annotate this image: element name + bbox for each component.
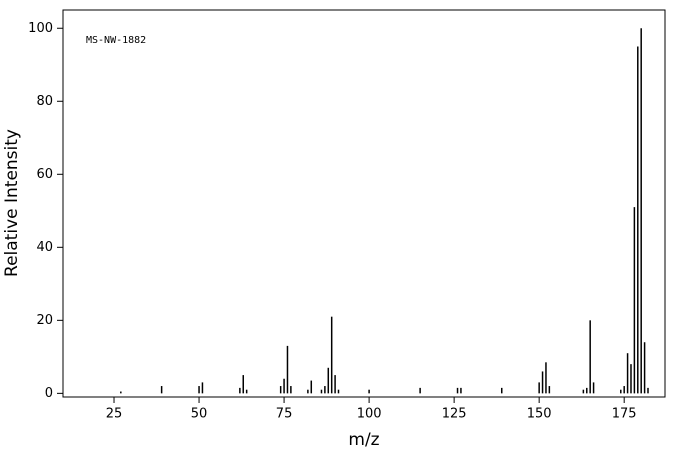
x-tick-label: 100	[357, 407, 382, 422]
x-tick-label: 50	[191, 407, 208, 422]
y-tick-label: 80	[36, 94, 53, 109]
x-tick-label: 25	[106, 407, 123, 422]
x-tick-label: 175	[612, 407, 637, 422]
y-tick-label: 0	[45, 386, 53, 401]
y-tick-label: 60	[36, 167, 53, 182]
plot-frame	[62, 9, 666, 398]
y-tick-label: 20	[36, 313, 53, 328]
y-tick-label: 40	[36, 240, 53, 255]
x-tick-label: 150	[527, 407, 552, 422]
y-tick-label: 100	[28, 21, 53, 36]
x-tick-label: 125	[442, 407, 467, 422]
y-axis-label: Relative Intensity	[2, 129, 22, 277]
annotation: MS-NW-1882	[86, 35, 146, 46]
x-axis-label: m/z	[348, 430, 379, 450]
x-tick-label: 75	[276, 407, 293, 422]
